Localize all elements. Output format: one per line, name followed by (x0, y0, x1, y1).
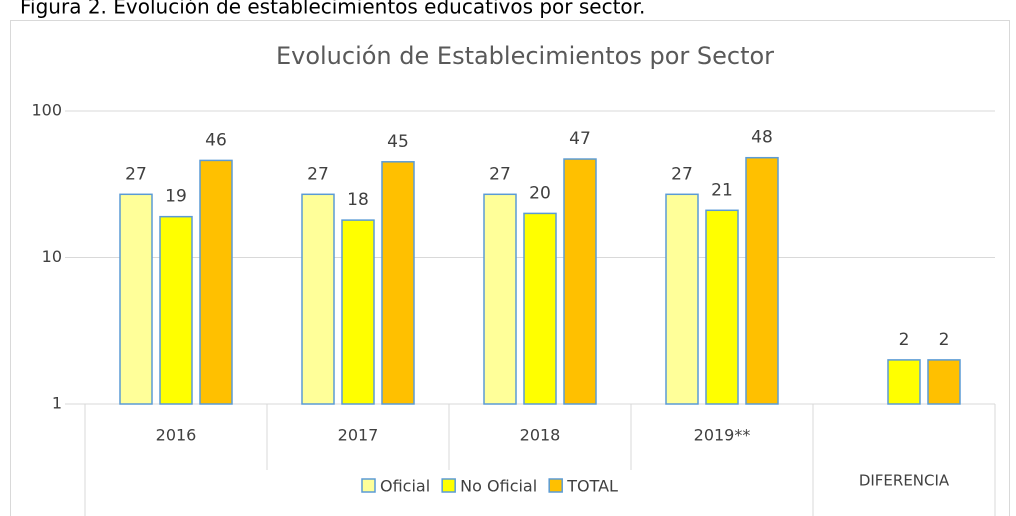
bar (523, 212, 557, 405)
bar (705, 209, 739, 405)
chart-frame (10, 20, 1010, 516)
bar (119, 193, 153, 405)
data-label: 2 (899, 330, 910, 350)
data-label: 48 (751, 128, 773, 148)
data-label: 19 (165, 187, 187, 207)
bar (301, 193, 335, 405)
chart-title: Evolución de Establecimientos por Sector (276, 42, 774, 70)
bar (563, 158, 597, 405)
data-label: 20 (529, 183, 551, 203)
legend-swatch (441, 478, 456, 493)
bar (381, 161, 415, 405)
y-tick-label: 1 (52, 394, 62, 413)
bar (159, 215, 193, 405)
y-tick-label: 10 (42, 247, 62, 266)
x-tick-label: 2019** (694, 426, 751, 445)
legend-label: No Oficial (460, 477, 537, 496)
data-label: 2 (939, 330, 950, 350)
legend-label: TOTAL (566, 477, 618, 496)
data-label: 27 (671, 164, 693, 184)
data-label: 21 (711, 180, 733, 200)
x-tick-label: 2017 (338, 426, 379, 445)
bar (745, 156, 779, 405)
x-tick-label: 2018 (520, 426, 561, 445)
x-tick-label: DIFERENCIA (859, 472, 950, 490)
caption: Figura 2. Evolución de establecimientos … (20, 0, 645, 19)
bar (887, 359, 921, 405)
data-label: 27 (307, 164, 329, 184)
legend-swatch (361, 478, 376, 493)
data-label: 27 (489, 164, 511, 184)
x-tick-label: 2016 (156, 426, 197, 445)
data-label: 47 (569, 129, 591, 149)
bar (665, 193, 699, 405)
bar (927, 359, 961, 405)
data-label: 46 (205, 130, 227, 150)
data-label: 18 (347, 190, 369, 210)
y-tick-label: 100 (31, 101, 62, 120)
bar (341, 219, 375, 405)
data-label: 27 (125, 164, 147, 184)
legend-label: Oficial (380, 477, 430, 496)
bar (199, 159, 233, 405)
bar (483, 193, 517, 405)
data-label: 45 (387, 132, 409, 152)
legend-swatch (548, 478, 563, 493)
